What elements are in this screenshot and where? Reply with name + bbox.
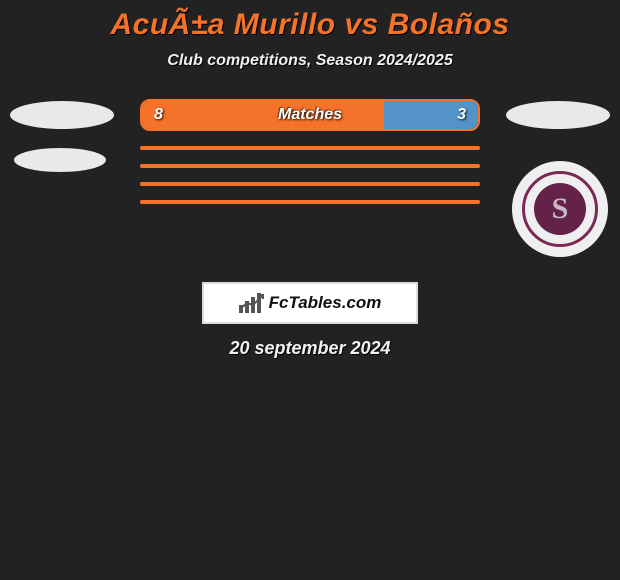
stat-bar-matches: 8 Matches 3 (140, 99, 480, 131)
bar-chart-icon (239, 293, 265, 313)
player1-placeholder-icon (10, 101, 114, 129)
stat-bar-goals-per-match: Goals per match (140, 182, 480, 186)
right-side-column: S (500, 146, 620, 272)
player2-placeholder-icon (506, 101, 610, 129)
page-subtitle: Club competitions, Season 2024/2025 (0, 52, 620, 70)
stat-value-left: 0 (154, 146, 163, 150)
middle-section: 0 Goals 0 0 Hattricks 0 Goals per match (0, 146, 620, 272)
stat-value-left: 0 (154, 164, 163, 168)
stat-row-matches: 8 Matches 3 (0, 98, 620, 132)
page-title: AcuÃ±a Murillo vs Bolaños (0, 8, 620, 42)
stat-label: Min per goal (263, 200, 357, 204)
crest-inner: S (534, 183, 586, 235)
stat-bar-left (142, 101, 384, 129)
stat-value-left: 8 (154, 106, 163, 124)
stat-bar-goals: 0 Goals 0 (140, 146, 480, 150)
stat-bar-min-per-goal: Min per goal (140, 200, 480, 204)
club-crest-icon: S (512, 161, 608, 257)
crest-letter: S (552, 192, 569, 226)
stat-value-right: 0 (457, 164, 466, 168)
brand-badge[interactable]: FcTables.com (202, 282, 418, 324)
player2-logo-slot (504, 98, 612, 132)
stat-label: Goals (288, 146, 332, 150)
left-side-column (0, 146, 120, 272)
stat-value-right: 0 (457, 146, 466, 150)
player1-logo-slot (8, 98, 116, 132)
stat-label: Goals per match (247, 182, 372, 186)
date-text: 20 september 2024 (0, 338, 620, 359)
comparison-infographic: AcuÃ±a Murillo vs Bolaños Club competiti… (0, 0, 620, 359)
player1-secondary-placeholder-icon (14, 148, 106, 172)
stat-label: Hattricks (276, 164, 344, 168)
stat-bar-hattricks: 0 Hattricks 0 (140, 164, 480, 168)
stat-bars-column: 0 Goals 0 0 Hattricks 0 Goals per match (120, 146, 500, 204)
stat-value-right: 3 (457, 106, 466, 124)
brand-text: FcTables.com (269, 293, 382, 313)
stat-label: Matches (278, 106, 342, 124)
